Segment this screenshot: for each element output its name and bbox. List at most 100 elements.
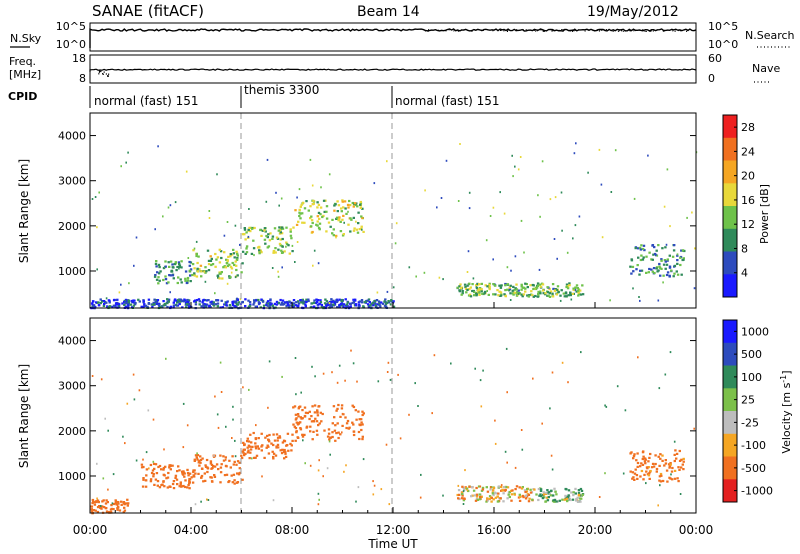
scatter-cell [179,481,182,484]
scatter-cell [340,404,344,407]
scatter-cell [524,497,528,500]
scatter-speckle [111,502,114,505]
scatter-cell [529,488,532,491]
scatter-cell [102,304,106,307]
scatter-speckle [514,255,517,258]
scatter-speckle [560,191,563,194]
scatter-cell [292,299,296,302]
scatter-cell [341,200,344,203]
scatter-cell [274,251,277,254]
scatter-cell [158,464,162,468]
nave-dot [98,71,100,73]
scatter-speckle [624,409,627,412]
scatter-cell [529,491,533,494]
scatter-cell [96,506,100,509]
nsearch-dot [628,29,630,31]
scatter-cell [149,480,153,483]
scatter-cell [669,462,672,465]
scatter-cell [248,301,252,304]
scatter-cell [640,462,643,465]
scatter-speckle [633,197,636,200]
scatter-speckle [520,429,523,431]
scatter-cell [504,289,507,292]
scatter-cell [659,472,663,476]
scatter-cell [257,301,261,304]
scatter-cell [480,489,484,492]
scatter-cell [216,256,220,259]
scatter-cell [198,268,201,271]
scatter-cell [336,216,339,219]
scatter-cell [675,270,678,273]
scatter-cell [669,463,672,466]
scatter-speckle [224,458,227,461]
scatter-cell [648,472,651,475]
scatter-cell [248,304,252,307]
scatter-cell [154,274,157,277]
scatter-cell [188,487,191,490]
scatter-cell [244,238,247,241]
scatter-speckle [152,418,155,421]
scatter-cell [266,444,269,447]
scatter-speckle [318,459,320,462]
scatter-speckle [126,402,129,405]
scatter-cell [250,441,253,444]
scatter-cell [672,275,675,278]
scatter-cell [457,497,460,500]
nsearch-dot [612,31,614,32]
scatter-speckle [479,485,482,488]
scatter-cell [344,207,347,210]
scatter-cell [671,478,674,481]
scatter-cell [216,274,220,277]
scatter-cell [301,435,305,438]
scatter-cell [332,405,336,408]
scatter-cell [318,422,321,425]
scatter-cell [244,252,247,255]
nave-dot [108,73,110,75]
scatter-speckle [489,486,492,489]
scatter-cell [342,233,345,236]
scatter-cell [213,474,216,477]
scatter-cell [100,507,103,510]
scatter-cell [633,478,636,481]
scatter-cell [234,260,237,263]
scatter-cell [187,474,190,477]
scatter-cell [351,201,354,205]
scatter-cell [105,301,108,304]
nave-tick-top: 60 [708,52,722,65]
scatter-cell [291,250,294,253]
scatter-cell [461,494,464,497]
nsearch-dot [686,29,688,30]
scatter-cell [553,487,556,490]
scatter-cell [186,486,189,489]
scatter-cell [456,286,459,289]
scatter-cell [661,454,664,457]
scatter-cell [205,270,208,273]
scatter-speckle [386,371,389,373]
scatter-cell [361,423,364,426]
scatter-cell [506,283,509,286]
scatter-cell [359,200,362,204]
scatter-speckle [128,282,130,285]
scatter-cell [176,265,179,269]
scatter-cell [340,207,343,210]
scatter-speckle [462,490,465,493]
scatter-cell [117,303,121,306]
scatter-cell [301,221,304,224]
scatter-cell [186,276,190,280]
scatter-cell [292,406,295,409]
scatter-cell [497,485,501,488]
scatter-cell [159,306,162,309]
scatter-speckle [492,206,495,209]
scatter-speckle [328,440,331,443]
scatter-cell [337,403,340,407]
scatter-cell [156,480,160,483]
scatter-cell [144,479,148,482]
scatter-cell [360,215,363,218]
scatter-speckle [514,466,517,469]
scatter-speckle [574,224,577,227]
scatter-cell [215,299,218,302]
scatter-cell [630,272,633,275]
scatter-speckle [609,299,611,302]
scatter-cell [231,261,234,265]
scatter-cell [534,287,538,291]
